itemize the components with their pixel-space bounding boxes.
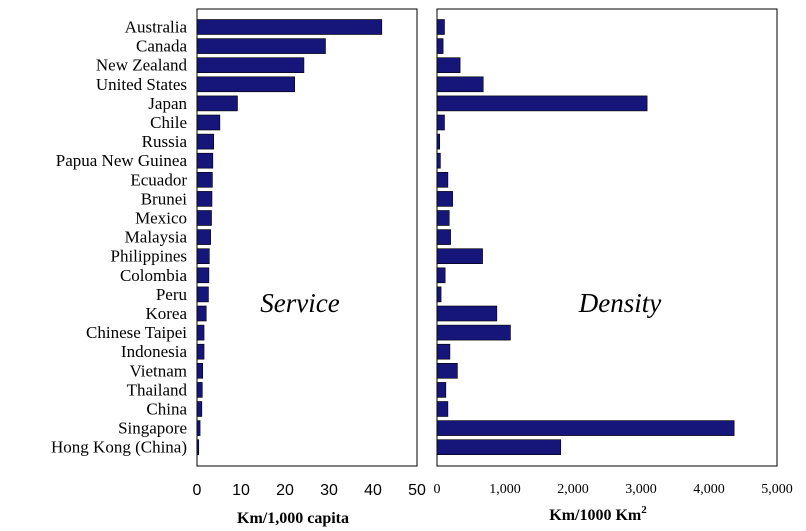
category-label: Australia <box>125 18 188 37</box>
density-bar <box>436 439 562 456</box>
density-x-tick-label: 3,000 <box>625 482 657 497</box>
service-bar <box>196 210 212 226</box>
service-x-axis-label: Km/1,000 capita <box>237 510 349 527</box>
category-label: Korea <box>145 304 187 323</box>
density-bar <box>436 248 483 264</box>
service-x-ticks: 0 10 20 30 40 50 <box>193 482 426 499</box>
service-bar <box>196 382 203 398</box>
service-bar <box>196 191 213 207</box>
category-label: Mexico <box>135 209 187 228</box>
density-bar <box>436 401 449 417</box>
density-bar <box>436 324 511 341</box>
density-bar <box>436 362 458 379</box>
category-label: Japan <box>148 94 187 113</box>
density-bar <box>436 172 449 188</box>
density-x-axis-label-superscript: 2 <box>641 504 647 516</box>
density-x-axis-label-text: Km/1000 Km <box>549 507 642 524</box>
service-bar <box>196 95 238 112</box>
density-x-tick-label: 5,000 <box>761 482 793 497</box>
category-label: Thailand <box>127 380 188 399</box>
service-bar <box>196 267 210 284</box>
service-bar <box>196 152 214 169</box>
category-label: Vietnam <box>129 361 187 380</box>
category-label: Ecuador <box>130 170 187 189</box>
service-x-tick-label: 0 <box>193 482 202 499</box>
category-label: Russia <box>142 132 188 151</box>
category-label: Malaysia <box>125 228 188 247</box>
density-bar <box>436 114 445 131</box>
category-label: Peru <box>156 285 188 304</box>
category-label: Brunei <box>141 189 188 208</box>
density-bar <box>436 19 445 35</box>
service-bar <box>196 401 203 417</box>
density-bar <box>436 57 461 74</box>
category-label: Chile <box>150 113 187 132</box>
category-label: Philippines <box>110 247 187 266</box>
service-bar <box>196 133 215 150</box>
service-bar <box>196 38 326 54</box>
density-bar <box>436 152 441 169</box>
service-x-tick-label: 20 <box>276 482 294 499</box>
category-label: Hong Kong (China) <box>51 438 187 457</box>
density-x-tick-label: 1,000 <box>489 482 521 497</box>
density-bar <box>436 133 441 150</box>
service-annotation: Service <box>260 288 339 318</box>
category-label: China <box>146 400 187 419</box>
density-bar <box>436 305 498 322</box>
service-x-tick-label: 30 <box>320 482 338 499</box>
service-bar <box>196 172 213 188</box>
service-x-tick-label: 50 <box>408 482 426 499</box>
service-bars <box>196 19 383 456</box>
density-bar <box>436 343 451 360</box>
service-bar <box>196 57 305 74</box>
density-x-ticks: 0 1,000 2,000 3,000 4,000 5,000 <box>434 482 793 497</box>
service-bar <box>196 229 211 245</box>
density-x-tick-label: 2,000 <box>557 482 589 497</box>
category-label: Papua New Guinea <box>56 151 188 170</box>
density-x-axis-label: Km/1000 Km2 <box>549 504 647 524</box>
density-bar <box>436 286 442 303</box>
category-label: Chinese Taipei <box>86 323 187 342</box>
service-bar <box>196 439 200 456</box>
density-bars <box>436 19 735 456</box>
service-x-tick-label: 10 <box>232 482 250 499</box>
category-label: Canada <box>136 37 187 56</box>
category-label: New Zealand <box>96 56 188 75</box>
density-bar <box>436 38 444 54</box>
density-bar <box>436 95 648 112</box>
service-bar <box>196 248 210 264</box>
density-panel: 0 1,000 2,000 3,000 4,000 5,000 Density Km/10… <box>434 8 793 524</box>
service-bar <box>196 114 221 131</box>
service-bar <box>196 305 207 322</box>
service-bar <box>196 286 209 303</box>
service-bar <box>196 19 383 35</box>
density-plot-frame <box>436 8 778 467</box>
density-bar <box>436 76 484 93</box>
density-bar <box>436 382 447 398</box>
category-label: Singapore <box>118 419 187 438</box>
density-bar <box>436 420 735 436</box>
category-label: Indonesia <box>121 342 188 361</box>
density-annotation: Density <box>578 288 661 318</box>
density-bar <box>436 229 451 245</box>
density-x-tick-label: 0 <box>434 482 441 497</box>
service-bar <box>196 362 204 379</box>
density-bar <box>436 267 446 284</box>
density-bar <box>436 191 453 207</box>
service-bar <box>196 343 205 360</box>
density-bar <box>436 210 450 226</box>
service-panel: 0 10 20 30 40 50 Service Km/1,000 capita <box>193 8 426 527</box>
density-x-tick-label: 4,000 <box>693 482 725 497</box>
service-bar <box>196 324 205 341</box>
service-bar <box>196 420 201 436</box>
category-label: United States <box>96 75 187 94</box>
category-label: Colombia <box>120 266 188 285</box>
service-bar <box>196 76 295 93</box>
service-x-tick-label: 40 <box>364 482 382 499</box>
